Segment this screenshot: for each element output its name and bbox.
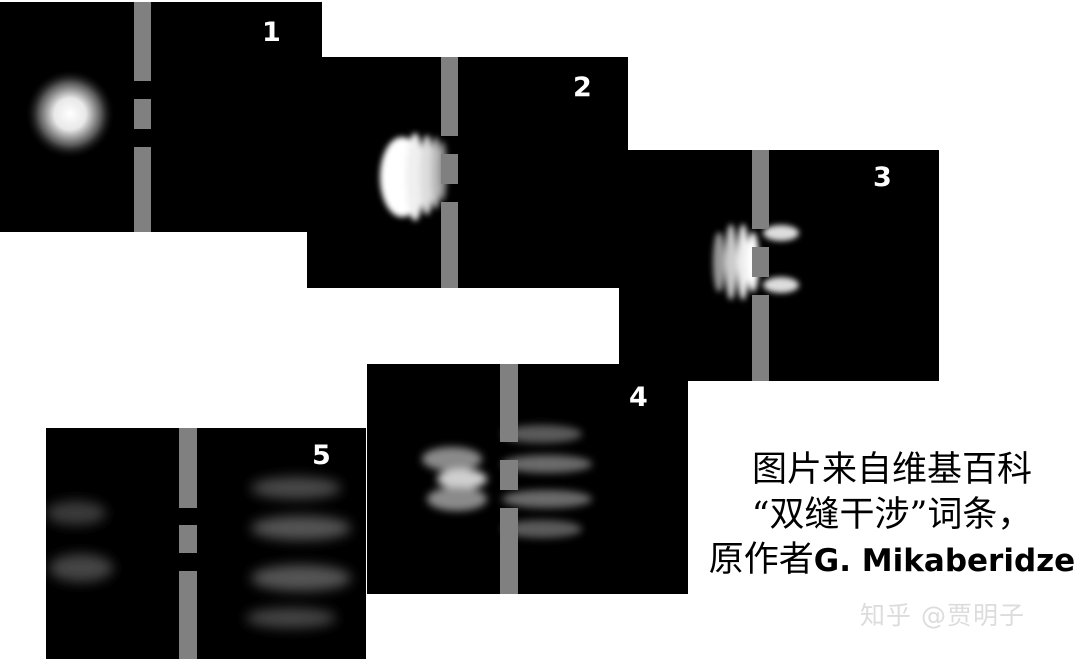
panel-number: 1 [262,17,281,48]
barrier-middle [500,460,518,490]
wave-packet [713,224,799,300]
barrier-top [752,150,769,229]
caption-author-name: G. Mikaberidze [813,543,1076,579]
caption-line-3: 原作者G. Mikaberidze [700,538,1084,584]
barrier-top [500,364,518,442]
barrier-middle [441,154,458,184]
barrier-bottom [752,295,769,381]
panel-number: 2 [573,72,592,103]
barrier-bottom [134,147,151,232]
panel-1-graphic [25,2,151,232]
panel-number: 5 [312,440,331,471]
barrier-middle [752,247,769,277]
panel-4-graphic [422,364,592,594]
wave-panel-2: 2 [307,57,628,288]
barrier-bottom [441,202,458,288]
wave-panel-5: 5 [46,428,366,659]
caption-author-prefix: 原作者 [708,540,814,580]
panel-2-graphic [380,57,458,288]
interference-pattern [46,477,351,628]
interference-pattern [422,425,592,538]
barrier-middle [179,525,197,553]
watermark: 知乎 @贾明子 [860,601,1025,630]
panel-number: 3 [873,162,892,193]
panel-5-graphic [46,428,351,659]
wave-panel-1: 1 [0,2,322,232]
wave-packet [380,133,447,221]
barrier-bottom [500,508,518,594]
barrier-top [179,428,197,508]
barrier-top [134,2,151,81]
barrier-top [441,57,458,136]
caption-line-2: “双缝干涉”词条， [751,495,1033,535]
barrier-bottom [179,571,197,659]
barrier-middle [134,99,151,129]
caption-line-1: 图片来自维基百科 [751,450,1032,490]
panel-number: 4 [629,382,648,413]
panel-3-graphic [713,150,799,381]
wave-panel-3: 3 [619,150,939,381]
caption: 图片来自维基百科 “双缝干涉”词条， 原作者G. Mikaberidze [700,448,1084,584]
wave-packet [25,69,115,159]
wave-panel-4: 4 [367,364,688,594]
